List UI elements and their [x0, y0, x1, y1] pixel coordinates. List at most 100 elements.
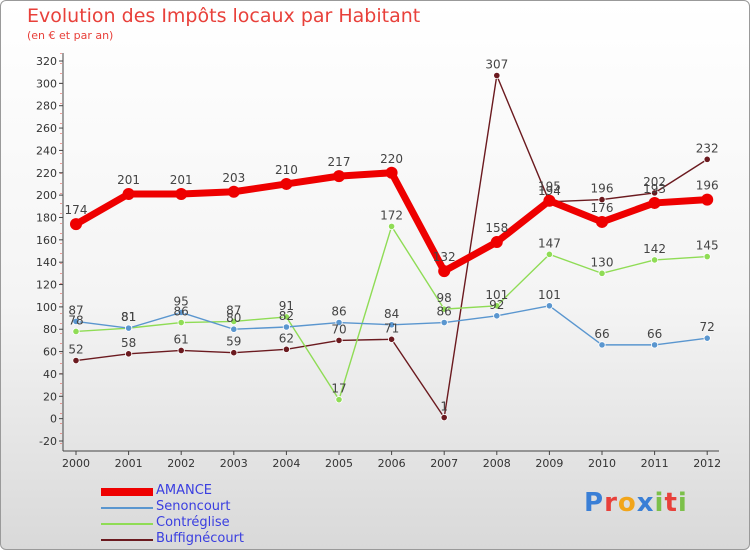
data-label-contreglise: 142	[643, 242, 666, 256]
data-label-senoncourt: 86	[331, 305, 346, 319]
data-label-contreglise: 147	[538, 236, 561, 250]
data-point-contreglise	[493, 302, 501, 310]
x-tick-label: 2005	[325, 457, 353, 470]
data-label-amance: 201	[117, 173, 140, 187]
legend-label-amance: AMANCE	[156, 483, 213, 498]
data-label-amance: 196	[696, 179, 719, 193]
data-label-senoncourt: 66	[594, 327, 609, 341]
data-label-buffignecourt: 61	[174, 332, 189, 346]
data-label-amance: 195	[538, 180, 561, 194]
y-tick-label: 320	[36, 55, 57, 68]
data-point-senoncourt	[230, 325, 238, 333]
data-label-contreglise: 81	[121, 310, 136, 324]
data-label-buffignecourt: 194	[538, 184, 561, 198]
x-tick-label: 2004	[272, 457, 300, 470]
data-point-contreglise	[387, 222, 396, 231]
x-tick-label: 2011	[641, 457, 669, 470]
x-tick-label: 2009	[535, 457, 563, 470]
legend-label-senoncourt: Senoncourt	[156, 499, 231, 514]
data-label-contreglise: 87	[226, 303, 241, 317]
data-point-senoncourt	[703, 334, 711, 342]
data-point-amance	[596, 215, 608, 228]
data-label-senoncourt: 84	[384, 307, 399, 321]
data-label-senoncourt: 87	[68, 303, 83, 317]
data-label-contreglise: 86	[174, 305, 189, 319]
data-label-contreglise: 101	[485, 288, 508, 302]
data-label-amance: 193	[643, 182, 666, 196]
x-tick-label: 2003	[220, 457, 248, 470]
data-label-senoncourt: 86	[437, 305, 452, 319]
x-tick-label: 2012	[693, 457, 721, 470]
series-points	[70, 71, 714, 422]
data-label-senoncourt: 66	[647, 327, 662, 341]
chart-title: Evolution des Impôts locaux par Habitant	[27, 5, 421, 27]
legend-label-contreglise: Contréglise	[156, 515, 230, 530]
data-label-amance: 158	[485, 221, 508, 235]
data-point-senoncourt	[598, 341, 606, 349]
data-label-contreglise: 130	[591, 255, 614, 269]
data-label-contreglise: 172	[380, 208, 403, 222]
logo-letter: t	[664, 488, 678, 518]
data-label-amance: 217	[328, 155, 351, 169]
data-point-senoncourt	[72, 317, 80, 326]
data-point-senoncourt	[387, 321, 396, 329]
x-tick-label: 2010	[588, 457, 616, 470]
y-tick-label: 80	[43, 323, 57, 336]
data-point-contreglise	[440, 305, 448, 313]
data-point-contreglise	[177, 318, 185, 327]
x-tick-label: 2002	[167, 457, 195, 470]
legend-label-buffignecourt: Buffignécourt	[156, 531, 244, 546]
data-label-contreglise: 91	[279, 299, 294, 313]
data-point-senoncourt	[440, 318, 448, 327]
data-label-contreglise: 98	[437, 291, 452, 305]
data-point-buffignecourt	[125, 350, 133, 358]
data-point-contreglise	[703, 252, 711, 261]
y-tick-label: 40	[43, 368, 57, 381]
y-tick-label: 280	[36, 100, 57, 113]
logo-letter: P	[584, 488, 605, 518]
data-point-senoncourt	[282, 323, 290, 331]
data-label-amance: 174	[65, 203, 88, 217]
logo-letter: i	[654, 488, 665, 518]
y-tick-label: 300	[36, 77, 57, 90]
data-point-buffignecourt	[493, 71, 501, 80]
logo-letter: i	[677, 488, 688, 518]
data-label-buffignecourt: 232	[696, 141, 719, 155]
y-tick-label: 160	[36, 234, 57, 247]
data-point-senoncourt	[545, 302, 554, 310]
data-point-senoncourt	[493, 312, 501, 320]
y-tick-label: 20	[43, 390, 57, 403]
x-tick-label: 2006	[378, 457, 406, 470]
data-point-contreglise	[282, 313, 290, 321]
data-point-amance	[543, 194, 556, 207]
data-point-buffignecourt	[335, 336, 343, 345]
data-label-amance: 201	[170, 173, 193, 187]
chart-subtitle: (en € et par an)	[27, 29, 114, 42]
y-tick-label: 200	[36, 189, 57, 202]
data-label-senoncourt: 81	[121, 310, 136, 324]
logo-letter: x	[636, 488, 655, 518]
y-tick-label: 0	[50, 413, 57, 426]
x-tick-label: 2000	[62, 457, 90, 470]
data-point-amance	[385, 166, 398, 179]
y-tick-label: 120	[36, 279, 57, 292]
data-point-amance	[122, 188, 135, 200]
data-label-amance: 220	[380, 152, 403, 166]
data-label-buffignecourt: 52	[68, 343, 83, 357]
data-point-buffignecourt	[230, 349, 238, 357]
data-point-buffignecourt	[387, 335, 396, 343]
data-label-amance: 132	[433, 250, 456, 264]
data-label-buffignecourt: 58	[121, 336, 136, 350]
data-label-amance: 203	[222, 171, 245, 185]
data-point-amance	[333, 170, 345, 183]
y-tick-label: 240	[36, 144, 57, 157]
data-point-amance	[701, 193, 714, 206]
data-point-buffignecourt	[703, 155, 711, 163]
y-tick-label: 100	[36, 301, 57, 314]
data-label-amance: 176	[591, 201, 614, 215]
data-point-buffignecourt	[440, 413, 448, 422]
data-label-senoncourt: 80	[226, 311, 241, 325]
series-line-buffignecourt	[75, 74, 708, 419]
